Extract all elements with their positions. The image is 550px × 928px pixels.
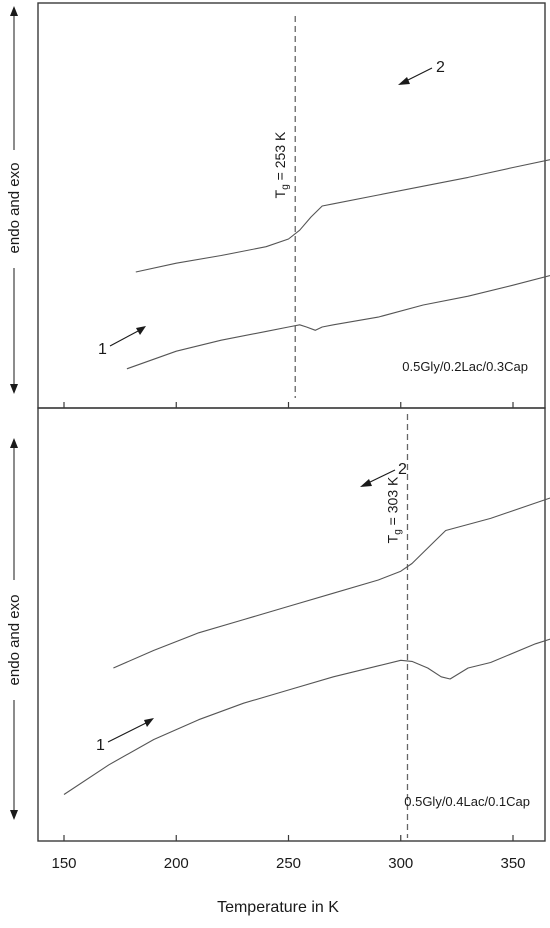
bottom-heating-trace bbox=[63, 638, 550, 795]
x-tick-label: 200 bbox=[164, 855, 189, 872]
bottom-curve2-arrowhead bbox=[360, 479, 372, 487]
top-curve2-number: 2 bbox=[436, 59, 445, 76]
x-tick-label: 150 bbox=[51, 855, 76, 872]
bottom-curve1-arrow bbox=[107, 721, 149, 743]
top-panel-frame bbox=[37, 2, 546, 409]
top-x-ticks bbox=[63, 402, 514, 408]
x-tick-label: 300 bbox=[388, 855, 413, 872]
bottom-y-axis: endo and exo bbox=[6, 438, 23, 820]
bottom-curve1-number: 1 bbox=[96, 737, 105, 754]
x-tick-label: 350 bbox=[500, 855, 525, 872]
top-curve1-number: 1 bbox=[98, 341, 107, 358]
top-curve1-arrowhead bbox=[136, 326, 146, 335]
bottom-curve2-number: 2 bbox=[398, 461, 407, 478]
bottom-panel-frame bbox=[37, 407, 546, 842]
bottom-curve1-arrowhead bbox=[144, 718, 154, 727]
bottom-curve2-arrow bbox=[365, 469, 396, 485]
bottom-panel: Tg = 303 K 1 2 0.5Gly/0.4Lac/0.1Cap bbox=[63, 414, 550, 838]
bottom-cooling-trace bbox=[113, 497, 550, 669]
top-curve2-arrow bbox=[403, 67, 433, 83]
bottom-x-ticks bbox=[63, 835, 514, 841]
top-cooling-trace bbox=[135, 159, 550, 273]
top-curve2-arrowhead bbox=[398, 77, 410, 85]
x-tick-label: 250 bbox=[276, 855, 301, 872]
top-y-axis-label: endo and exo bbox=[6, 163, 23, 254]
top-y-axis: endo and exo bbox=[6, 6, 23, 394]
top-panel: Tg = 253 K 1 2 0.5Gly/0.2Lac/0.3Cap bbox=[98, 16, 550, 398]
top-sample-label: 0.5Gly/0.2Lac/0.3Cap bbox=[402, 359, 528, 374]
tg-label-bottom: Tg = 303 K bbox=[384, 476, 403, 543]
bottom-y-axis-label: endo and exo bbox=[6, 595, 23, 686]
x-axis-title: Temperature in K bbox=[217, 899, 339, 916]
top-curve1-arrow bbox=[109, 329, 141, 347]
bottom-sample-label: 0.5Gly/0.4Lac/0.1Cap bbox=[404, 794, 530, 809]
x-tick-labels: 150200250300350400450500550 bbox=[51, 855, 525, 872]
tg-label-top: Tg = 253 K bbox=[272, 131, 291, 198]
top-heating-trace bbox=[126, 274, 550, 370]
